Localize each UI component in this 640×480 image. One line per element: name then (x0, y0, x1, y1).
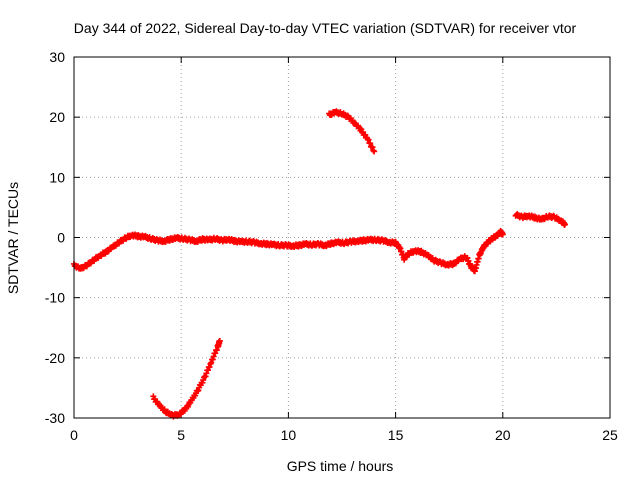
data-point (202, 373, 209, 380)
y-tick-label: -10 (45, 290, 65, 306)
y-tick-label: 20 (49, 109, 65, 125)
y-tick-label: 30 (49, 49, 65, 65)
data-point (365, 136, 372, 143)
y-tick-labels: -30 -20 -10 0 10 20 30 (45, 49, 65, 426)
data-point (216, 337, 223, 344)
x-tick-labels: 0 5 10 15 20 25 (70, 427, 618, 443)
x-tick-label: 0 (70, 427, 78, 443)
plot-frame (73, 56, 611, 419)
y-tick-label: -30 (45, 410, 65, 426)
data-point (210, 353, 217, 360)
data-points (71, 108, 568, 420)
x-tick-label: 20 (495, 427, 511, 443)
chart-title: Day 344 of 2022, Sidereal Day-to-day VTE… (74, 20, 577, 36)
data-point (370, 147, 377, 154)
data-point (206, 364, 213, 371)
data-point (212, 350, 219, 357)
data-point (209, 356, 216, 363)
y-axis-label: SDTVAR / TECUs (5, 182, 21, 294)
data-point (499, 231, 506, 238)
y-tick-label: 0 (57, 230, 65, 246)
data-point (561, 221, 568, 228)
x-tick-label: 25 (602, 427, 618, 443)
data-point (344, 112, 351, 119)
y-tick-label: -20 (45, 350, 65, 366)
data-point (371, 148, 378, 155)
data-point (367, 140, 374, 147)
data-point (205, 367, 211, 374)
data-point (208, 359, 215, 366)
x-tick-label: 10 (281, 427, 297, 443)
y-tick-label: 10 (49, 169, 65, 185)
x-tick-label: 15 (388, 427, 404, 443)
data-point (213, 347, 220, 354)
x-tick-label: 5 (177, 427, 185, 443)
x-axis-label: GPS time / hours (287, 458, 394, 474)
data-point (369, 144, 376, 151)
data-point (203, 370, 210, 377)
